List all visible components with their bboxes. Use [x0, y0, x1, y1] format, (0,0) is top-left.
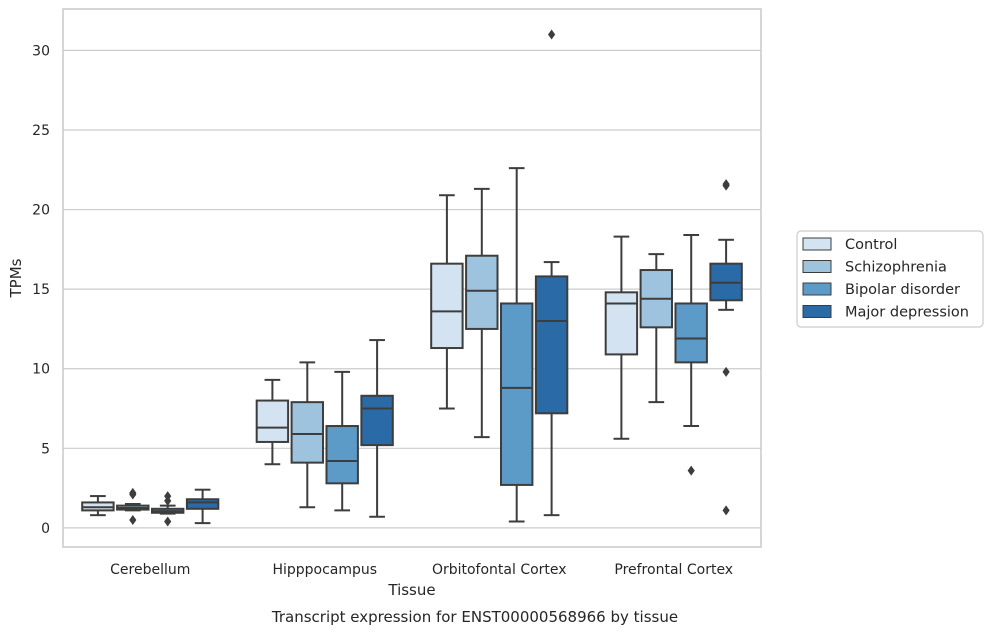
box-schizophrenia — [465, 187, 499, 439]
box-iqr — [499, 302, 534, 486]
plot-frame — [62, 8, 762, 548]
box-control — [430, 194, 464, 410]
legend-swatch — [802, 305, 832, 318]
box-bipolar-disorder — [150, 491, 185, 527]
box-control — [81, 495, 115, 517]
outlier-point — [164, 495, 172, 506]
x-tick-label: Prefrontal Cortex — [614, 562, 733, 578]
box-schizophrenia — [290, 361, 325, 509]
legend-item: Major depression — [802, 305, 969, 321]
box-schizophrenia — [639, 253, 674, 404]
y-tick-label: 25 — [32, 123, 50, 139]
box-major-depression — [534, 29, 569, 517]
y-tick-label: 15 — [32, 282, 50, 298]
x-tick-label: Hipppocampus — [272, 562, 377, 578]
legend-label: Schizophrenia — [845, 260, 947, 276]
legend: Control Schizophrenia Bipolar disorder Majo… — [796, 230, 984, 328]
x-tick-label: Orbitofontal Cortex — [432, 562, 567, 578]
legend-item: Schizophrenia — [802, 260, 947, 276]
box-iqr — [465, 254, 499, 330]
box-iqr — [604, 291, 639, 356]
box-iqr — [360, 394, 394, 447]
y-tick-label: 30 — [32, 43, 50, 59]
box-bipolar-disorder — [325, 370, 359, 512]
box-iqr — [325, 425, 359, 485]
box-iqr — [534, 275, 569, 415]
legend-label: Major depression — [845, 305, 969, 321]
box-iqr — [255, 399, 290, 443]
y-tick-label: 0 — [41, 521, 50, 537]
box-iqr — [185, 498, 220, 510]
outlier-point — [722, 505, 730, 516]
outlier-point — [722, 366, 730, 377]
legend-swatch — [802, 260, 832, 273]
box-bipolar-disorder — [499, 167, 534, 523]
legend-item: Bipolar disorder — [802, 282, 960, 298]
box-control — [604, 235, 639, 440]
box-major-depression — [360, 339, 394, 518]
grid-lines — [63, 49, 761, 529]
x-axis-ticks: Cerebellum Hipppocampus Orbitofontal Corte… — [110, 562, 733, 578]
outlier-point — [722, 179, 730, 190]
x-tick-label: Cerebellum — [110, 562, 190, 578]
box-iqr — [674, 302, 708, 364]
box-major-depression — [709, 179, 743, 516]
y-tick-label: 5 — [41, 441, 50, 457]
y-axis-ticks: 0 5 10 15 20 25 30 — [32, 43, 50, 537]
outlier-point — [548, 29, 556, 40]
box-bipolar-disorder — [674, 234, 708, 476]
chart-caption: Transcript expression for ENST0000056896… — [271, 608, 678, 626]
legend-swatch — [802, 282, 832, 296]
y-tick-label: 10 — [32, 362, 50, 378]
box-schizophrenia — [116, 487, 150, 525]
box-iqr — [430, 262, 464, 350]
x-axis-label: Tissue — [387, 581, 435, 599]
y-axis-label: TPMs — [7, 258, 25, 298]
box-major-depression — [185, 488, 220, 525]
outlier-point — [129, 514, 137, 525]
legend-item: Control — [802, 237, 897, 253]
outlier-point — [687, 465, 695, 476]
legend-swatch — [802, 237, 832, 251]
box-iqr — [290, 401, 325, 464]
outlier-point — [129, 487, 137, 498]
y-tick-label: 20 — [32, 203, 50, 219]
legend-frame — [796, 230, 984, 328]
outlier-point — [164, 516, 172, 527]
box-control — [255, 378, 290, 466]
legend-label: Bipolar disorder — [845, 282, 960, 298]
legend-label: Control — [845, 237, 897, 253]
box-groups — [81, 29, 743, 527]
